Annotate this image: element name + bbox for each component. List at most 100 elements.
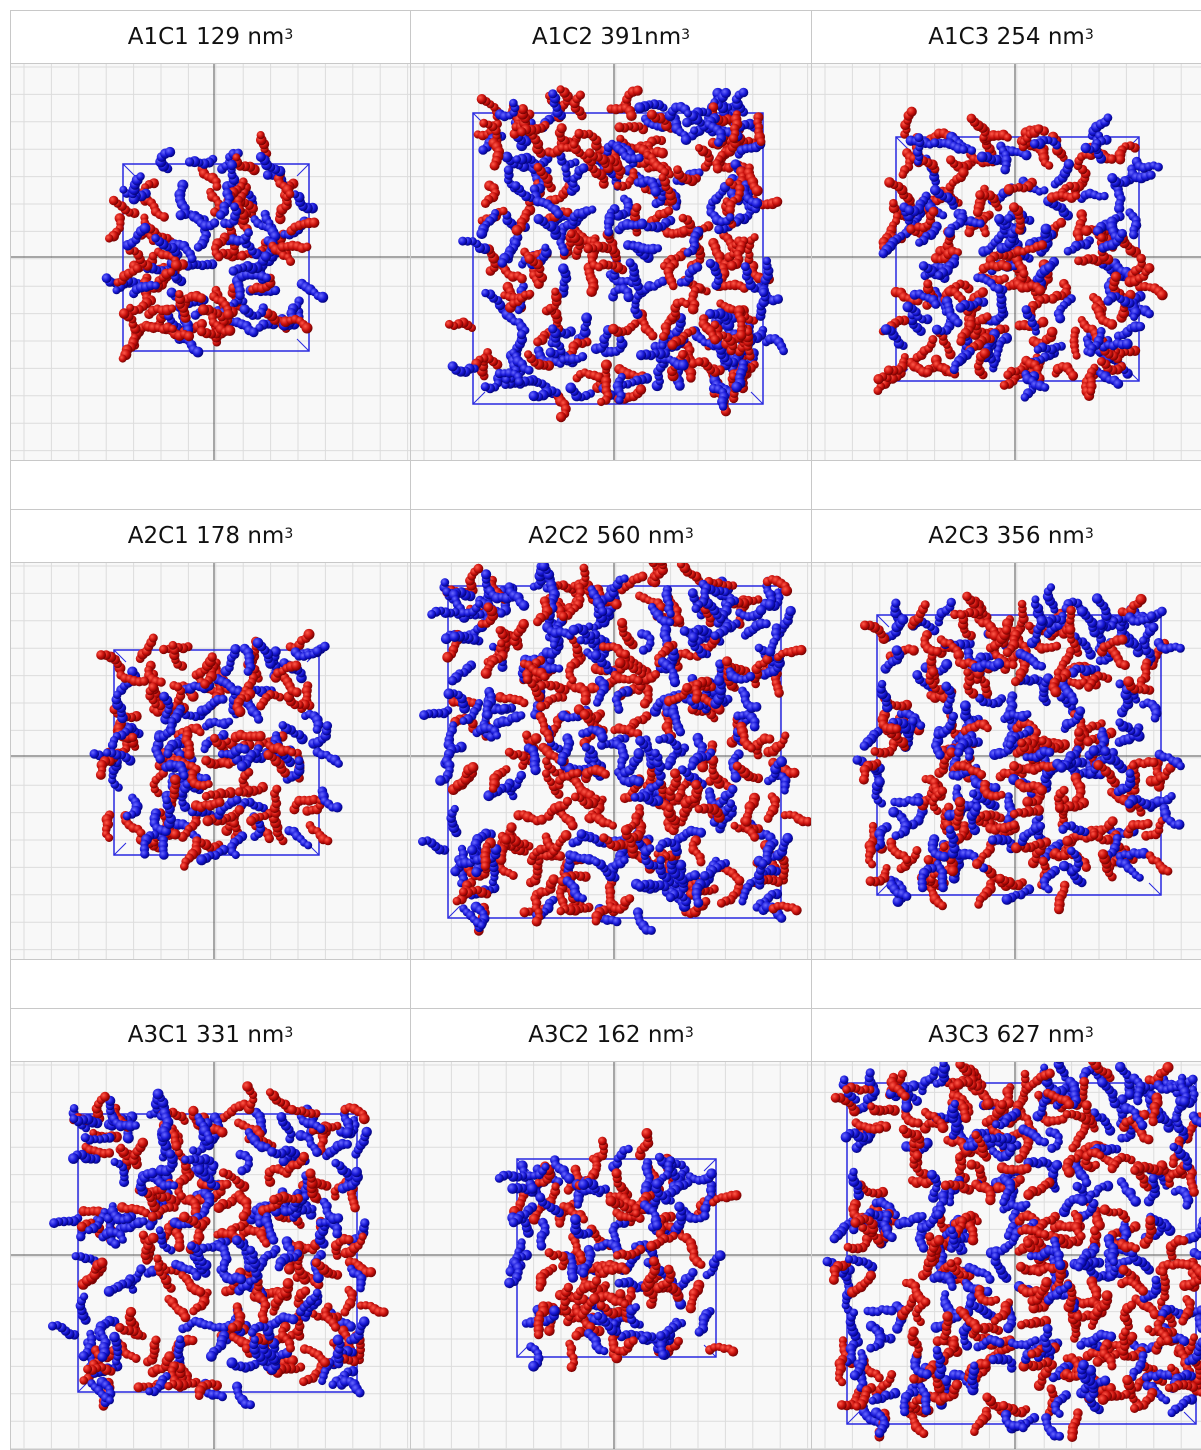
atom (615, 122, 625, 132)
atom (1154, 163, 1163, 172)
atom (1030, 139, 1040, 149)
atom (1056, 218, 1066, 228)
atom (1009, 202, 1019, 212)
atom (246, 816, 256, 826)
atom (148, 682, 158, 692)
atom (727, 261, 737, 271)
atom (994, 284, 1004, 294)
atom (1021, 393, 1030, 402)
atom (1044, 262, 1054, 272)
atom (126, 304, 134, 312)
atom (159, 645, 168, 654)
atom (581, 313, 592, 324)
atom (1038, 317, 1049, 328)
atom (1072, 192, 1080, 200)
atom (659, 332, 668, 341)
atom (905, 205, 915, 215)
atom (726, 213, 734, 221)
atom (567, 230, 576, 239)
atom (954, 318, 963, 327)
atom (1034, 346, 1042, 354)
atom (560, 247, 569, 256)
molecule-render (812, 64, 1201, 460)
atom (1107, 154, 1117, 164)
atom (531, 733, 542, 744)
atom (304, 629, 315, 640)
atom (441, 578, 450, 587)
atom (317, 292, 328, 303)
atom (210, 734, 219, 743)
atom (249, 327, 259, 337)
atom (697, 858, 706, 867)
atom (659, 174, 667, 182)
atom (481, 382, 490, 391)
atom (1073, 352, 1081, 360)
spacer-cell (10, 959, 411, 1009)
atom (313, 725, 322, 734)
atom (279, 721, 288, 730)
atom (693, 262, 703, 272)
atom (1104, 113, 1113, 122)
atom (272, 785, 281, 794)
atom (244, 228, 253, 237)
atom (96, 650, 106, 660)
atom (903, 302, 914, 313)
atom (967, 114, 977, 124)
atom (1022, 305, 1031, 314)
atom (288, 748, 296, 756)
atom (565, 383, 576, 394)
atom (706, 259, 715, 268)
atom (684, 110, 692, 118)
atom (637, 219, 648, 230)
atom (517, 711, 525, 719)
atom (633, 86, 643, 96)
superscript: 3 (1085, 27, 1094, 43)
atom (759, 288, 768, 297)
atom (681, 134, 692, 145)
atom (1118, 229, 1127, 238)
image-cell (10, 63, 411, 461)
atom (884, 365, 894, 375)
molecule-render (411, 64, 811, 460)
atom (975, 190, 985, 200)
atom (303, 243, 312, 252)
atom (977, 152, 988, 163)
atom (313, 646, 323, 656)
atom (180, 862, 189, 871)
atom (752, 198, 763, 209)
atom (690, 126, 698, 134)
atom (291, 661, 301, 671)
atom (167, 288, 177, 298)
atom (123, 812, 132, 821)
label: A2C1 178 nm (128, 523, 285, 549)
atom (1064, 247, 1073, 256)
atom (534, 163, 543, 172)
atom (109, 196, 119, 206)
atom (478, 145, 488, 155)
atom (1097, 357, 1106, 366)
atom (719, 402, 727, 410)
atom (227, 160, 237, 170)
atom (212, 182, 221, 191)
atom (201, 756, 211, 766)
molecule-render (411, 563, 811, 959)
spacer-cell (10, 460, 411, 510)
atom (515, 306, 523, 314)
atom (1003, 370, 1012, 379)
atom (669, 282, 678, 291)
atom (964, 228, 974, 238)
atom (159, 692, 169, 702)
atom (174, 683, 182, 691)
atom (1107, 173, 1117, 183)
superscript: 3 (284, 526, 293, 542)
atom (736, 330, 746, 340)
atom (1041, 383, 1050, 392)
molecule-render (11, 64, 410, 460)
atom (205, 780, 213, 788)
atom (958, 167, 968, 177)
atom (1074, 256, 1083, 265)
atom (779, 347, 788, 356)
atom (230, 644, 240, 654)
atom (261, 251, 271, 261)
atom (935, 271, 944, 280)
